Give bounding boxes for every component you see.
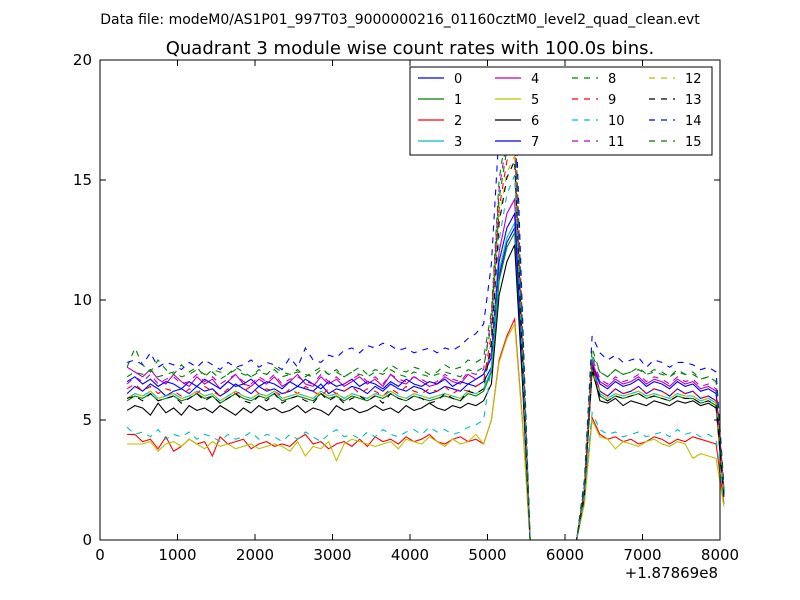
legend-label-7: 7	[531, 135, 539, 150]
legend-box	[409, 66, 713, 156]
series-line-14	[126, 78, 725, 541]
series-line-8	[126, 107, 725, 541]
y-tick-label: 20	[73, 51, 92, 69]
series-line-2	[127, 317, 725, 541]
series-line-6	[126, 244, 725, 541]
series-line-7	[126, 211, 725, 541]
legend-label-5: 5	[531, 93, 539, 108]
legend-label-12: 12	[685, 72, 702, 87]
x-tick-label: 3000	[313, 546, 351, 564]
legend-label-1: 1	[454, 93, 462, 108]
legend-label-4: 4	[531, 72, 539, 87]
legend-label-11: 11	[608, 135, 625, 150]
legend-label-14: 14	[685, 114, 702, 129]
legend-label-2: 2	[454, 114, 462, 129]
series-line-12	[126, 155, 725, 541]
series-line-13	[126, 160, 725, 541]
axis-ticks: 0 1000 2000 3000 4000 5000 6000 7000 80000510152…	[73, 51, 739, 564]
x-tick-label: 1000	[158, 546, 196, 564]
y-tick-label: 10	[73, 291, 92, 309]
y-tick-label: 15	[73, 171, 92, 189]
x-tick-label: 6000	[546, 546, 584, 564]
x-tick-label: 7000	[623, 546, 661, 564]
legend-label-13: 13	[685, 93, 702, 108]
legend-label-8: 8	[608, 72, 616, 87]
y-tick-label: 0	[82, 531, 92, 549]
legend-label-0: 0	[454, 72, 462, 87]
y-tick-label: 5	[82, 411, 92, 429]
legend-label-15: 15	[685, 135, 702, 150]
legend-label-10: 10	[608, 114, 625, 129]
chart-title: Quadrant 3 module wise count rates with …	[166, 38, 655, 59]
x-tick-label: 4000	[391, 546, 429, 564]
x-tick-label: 5000	[468, 546, 506, 564]
legend-label-9: 9	[608, 93, 616, 108]
series-line-9	[126, 143, 725, 541]
series-line-5	[127, 322, 725, 541]
series-line-11	[126, 117, 725, 541]
legend-label-3: 3	[454, 135, 462, 150]
x-tick-label: 2000	[236, 546, 274, 564]
x-tick-label: 8000	[701, 546, 739, 564]
series-line-10	[126, 174, 725, 541]
series-line-15	[126, 131, 725, 541]
x-tick-label: 0	[95, 546, 105, 564]
chart-suptitle: Data file: modeM0/AS1P01_997T03_90000002…	[100, 12, 700, 28]
plot-area	[126, 78, 725, 541]
x-offset-label: +1.87869e8	[625, 564, 718, 582]
legend-label-6: 6	[531, 114, 539, 129]
